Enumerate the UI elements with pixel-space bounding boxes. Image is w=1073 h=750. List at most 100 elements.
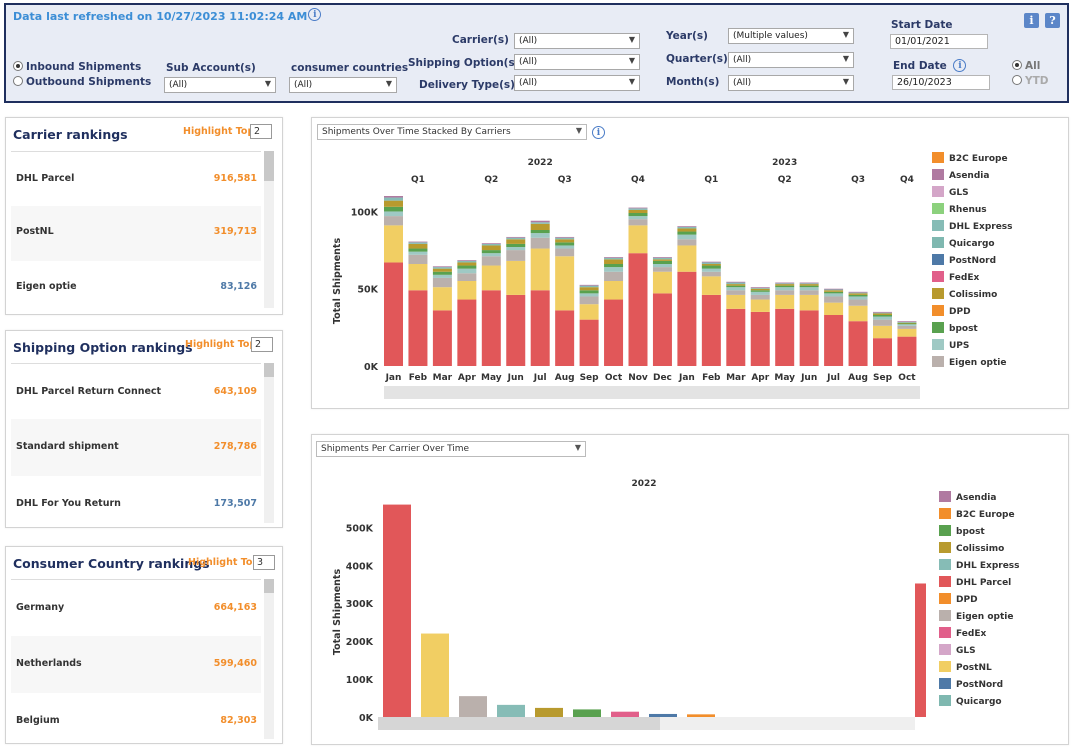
quarter-label: Q3 <box>851 175 865 185</box>
radio-all[interactable]: All <box>1012 60 1040 72</box>
legend-item[interactable]: Asendia <box>932 169 1013 186</box>
highlight-top-input[interactable]: 2 <box>250 124 272 139</box>
legend-item[interactable]: DHL Express <box>939 559 1020 576</box>
shipping-option-label: Shipping Option(s) <box>408 57 520 69</box>
legend-item[interactable]: DPD <box>939 593 1020 610</box>
legend-item[interactable]: PostNL <box>939 661 1020 678</box>
scrollbar[interactable] <box>264 363 274 523</box>
legend-swatch <box>932 254 944 265</box>
refresh-label: Data last refreshed on 10/27/2023 11:02:… <box>13 10 308 23</box>
highlight-top-label: Highlight Top <box>185 339 257 350</box>
year-label: 2023 <box>772 158 797 168</box>
radio-ytd[interactable]: YTD <box>1012 75 1048 87</box>
start-date-input[interactable]: 01/01/2021 <box>890 34 988 49</box>
years-label: Year(s) <box>666 30 708 42</box>
months-select[interactable]: (All) ▼ <box>728 75 854 91</box>
quarter-label: Q1 <box>704 175 718 185</box>
legend-item[interactable]: DPD <box>932 305 1013 322</box>
list-item[interactable]: DHL Parcel 916,581 <box>11 151 261 206</box>
bar-segment <box>457 265 477 269</box>
legend-label: GLS <box>956 646 976 656</box>
consumer-countries-select[interactable]: (All) ▼ <box>289 77 397 93</box>
legend-swatch <box>932 237 944 248</box>
x-tick-label: Jul <box>826 373 840 383</box>
legend-item[interactable]: GLS <box>939 644 1020 661</box>
bar-segment <box>604 257 624 260</box>
list-item[interactable]: DHL For You Return 173,507 <box>11 476 261 523</box>
legend-item[interactable]: Colissimo <box>932 288 1013 305</box>
legend-item[interactable]: B2C Europe <box>932 152 1013 169</box>
bar-segment <box>628 207 648 209</box>
chart2-view-dropdown[interactable]: Shipments Per Carrier Over Time ▼ <box>316 441 586 457</box>
bar-segment <box>457 260 477 261</box>
bar-segment <box>775 287 795 291</box>
legend-item[interactable]: Rhenus <box>932 203 1013 220</box>
legend-item[interactable]: bpost <box>932 322 1013 339</box>
list-item[interactable]: DHL Parcel Return Connect 643,109 <box>11 363 261 419</box>
bar-segment <box>750 287 770 288</box>
bar-segment <box>824 290 844 292</box>
legend-item[interactable]: bpost <box>939 525 1020 542</box>
sub-account-label: Sub Account(s) <box>166 62 256 74</box>
legend-item[interactable]: GLS <box>932 186 1013 203</box>
highlight-top-input[interactable]: 2 <box>251 337 273 352</box>
legend-item[interactable]: PostNord <box>939 678 1020 695</box>
legend-item[interactable]: UPS <box>932 339 1013 356</box>
legend-item[interactable]: DHL Parcel <box>939 576 1020 593</box>
radio-inbound[interactable]: Inbound Shipments <box>13 61 141 73</box>
x-tick-label: Jun <box>800 373 817 383</box>
row-name: DHL For You Return <box>16 498 121 509</box>
sub-account-select[interactable]: (All) ▼ <box>164 77 276 93</box>
chart1-view-dropdown[interactable]: Shipments Over Time Stacked By Carriers ▼ <box>317 124 587 140</box>
list-item[interactable]: Eigen optie 83,126 <box>11 261 261 308</box>
list-item[interactable]: Belgium 82,303 <box>11 693 261 739</box>
list-item[interactable]: Netherlands 599,460 <box>11 636 261 693</box>
bar-segment <box>701 261 721 263</box>
info-icon[interactable]: i <box>953 59 967 72</box>
scrollbar-thumb[interactable] <box>264 579 274 593</box>
list-item[interactable]: Standard shipment 278,786 <box>11 419 261 476</box>
quarters-select[interactable]: (All) ▼ <box>728 52 854 68</box>
legend-item[interactable]: Quicargo <box>939 695 1020 712</box>
highlight-top-input[interactable]: 3 <box>253 555 275 570</box>
bar-segment <box>848 321 868 366</box>
scrollbar[interactable] <box>264 151 274 308</box>
list-item[interactable]: PostNL 319,713 <box>11 206 261 261</box>
scrollbar-thumb[interactable] <box>264 363 274 377</box>
radio-dot-icon <box>13 61 23 71</box>
bar-segment <box>848 292 868 294</box>
years-select[interactable]: (Multiple values) ▼ <box>728 28 854 44</box>
scrollbar[interactable] <box>264 579 274 739</box>
bar-segment <box>432 274 452 278</box>
legend-item[interactable]: DHL Express <box>932 220 1013 237</box>
carriers-select[interactable]: (All) ▼ <box>514 33 640 49</box>
legend-item[interactable]: PostNord <box>932 254 1013 271</box>
list-item[interactable]: Germany 664,163 <box>11 579 261 636</box>
legend-item[interactable]: Colissimo <box>939 542 1020 559</box>
info-button[interactable]: i <box>1024 13 1039 28</box>
shipping-option-select[interactable]: (All) ▼ <box>514 54 640 70</box>
bar-segment <box>775 290 795 295</box>
help-button[interactable]: ? <box>1045 13 1060 28</box>
x-tick-label: May <box>481 373 502 383</box>
legend-item[interactable]: FedEx <box>939 627 1020 644</box>
scrollbar-thumb[interactable] <box>264 151 274 181</box>
legend-item[interactable]: Eigen optie <box>932 356 1013 373</box>
bar-segment <box>701 264 721 266</box>
legend-item[interactable]: FedEx <box>932 271 1013 288</box>
legend-item[interactable]: B2C Europe <box>939 508 1020 525</box>
delivery-type-select[interactable]: (All) ▼ <box>514 75 640 91</box>
legend-item[interactable]: Quicargo <box>932 237 1013 254</box>
info-icon[interactable]: i <box>308 8 322 21</box>
end-date-input[interactable]: 26/10/2023 <box>892 75 990 90</box>
radio-outbound[interactable]: Outbound Shipments <box>13 76 151 88</box>
bar-segment <box>506 247 526 251</box>
info-icon[interactable]: i <box>592 126 605 139</box>
bar-segment <box>604 271 624 281</box>
legend-item[interactable]: Eigen optie <box>939 610 1020 627</box>
bar-segment <box>799 282 819 284</box>
legend-item[interactable]: Asendia <box>939 491 1020 508</box>
bar-segment <box>506 243 526 247</box>
bar-segment <box>848 296 868 300</box>
bar-segment <box>457 299 477 366</box>
